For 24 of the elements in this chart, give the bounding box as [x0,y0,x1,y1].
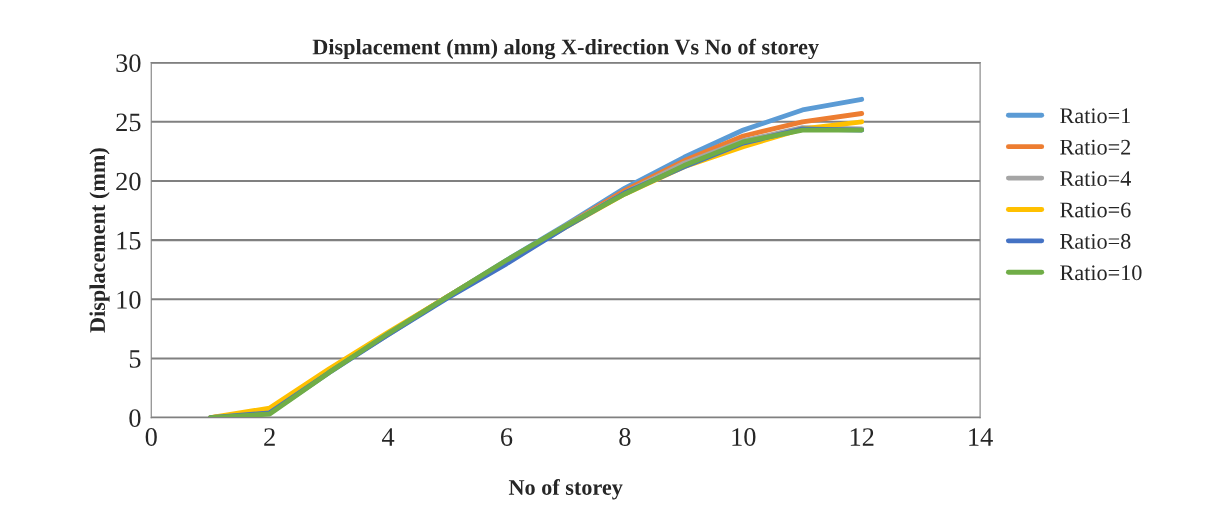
y-tick-label: 0 [129,409,141,428]
y-axis-title: Displacement (mm) [89,148,110,333]
x-tick-label: 6 [501,428,513,446]
chart-title: Displacement (mm) along X-direction Vs No of storey [312,38,819,60]
y-tick-label: 15 [117,231,141,250]
x-tick-label: 10 [732,428,756,446]
legend-label: Ratio=1 [1060,108,1130,124]
y-tick-label: 30 [116,54,141,73]
x-tick-label: 8 [619,428,631,446]
x-tick-label: 14 [969,428,993,446]
legend-label: Ratio=6 [1060,202,1131,218]
legend-label: Ratio=10 [1060,265,1142,281]
y-tick-label: 5 [129,350,141,368]
x-tick-label: 12 [850,428,874,446]
x-tick-label: 4 [381,428,395,446]
legend-label: Ratio=8 [1060,233,1131,249]
legend-label: Ratio=2 [1060,139,1131,155]
x-tick-label: 2 [264,428,275,446]
y-tick-label: 25 [116,113,141,132]
x-tick-label: 0 [145,428,157,446]
y-tick-label: 20 [116,172,141,191]
x-axis-title: No of storey [508,479,623,500]
y-tick-label: 10 [117,290,141,309]
legend-label: Ratio=4 [1060,171,1131,187]
